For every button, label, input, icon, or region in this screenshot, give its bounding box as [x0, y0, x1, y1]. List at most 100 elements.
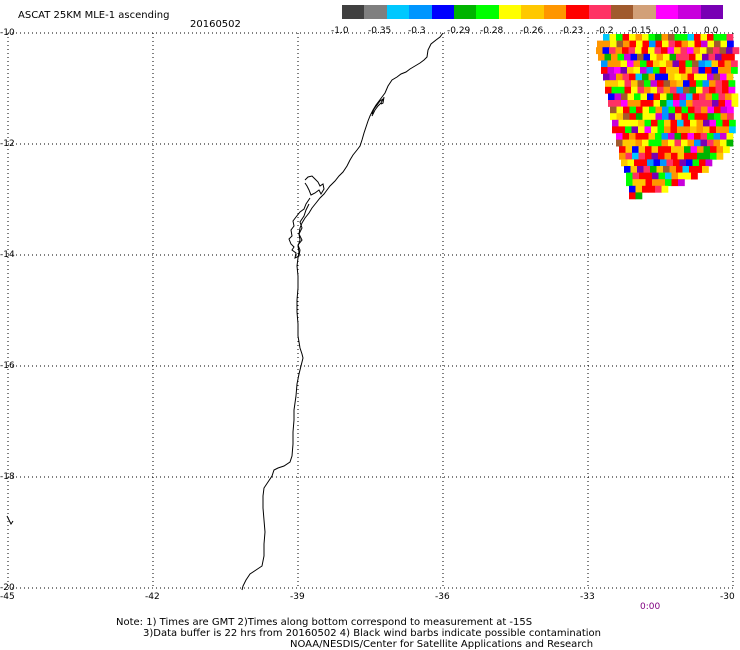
wind-data-cell	[648, 73, 656, 81]
wind-data-cell	[722, 86, 729, 94]
wind-data-cell	[605, 80, 612, 88]
wind-data-cell	[603, 34, 610, 41]
wind-data-cell	[724, 67, 732, 74]
wind-data-cell	[692, 67, 699, 74]
wind-data-cell	[701, 40, 708, 48]
wind-data-cell	[690, 152, 698, 160]
x-tick-label: -45	[0, 592, 15, 602]
wind-data-cell	[720, 133, 727, 140]
wind-data-cell	[646, 67, 654, 74]
wind-data-cell	[604, 53, 612, 61]
wind-data-cell	[722, 126, 730, 134]
wind-data-cell	[614, 93, 622, 101]
wind-data-cell	[677, 152, 685, 160]
wind-data-cell	[661, 34, 669, 41]
wind-data-cell	[642, 133, 649, 140]
wind-data-cell	[715, 53, 722, 61]
wind-data-cell	[705, 60, 712, 68]
wind-data-cell	[620, 67, 628, 74]
wind-data-cell	[628, 47, 636, 55]
wind-data-cell	[636, 40, 643, 48]
wind-data-cell	[720, 139, 727, 147]
wind-data-cell	[674, 73, 682, 81]
wind-data-cell	[634, 159, 641, 167]
wind-data-cell	[696, 80, 703, 88]
wind-data-cell	[598, 53, 605, 61]
wind-data-cell	[695, 166, 703, 173]
wind-data-cell	[688, 106, 695, 114]
wind-data-cell	[651, 119, 658, 127]
wind-data-cell	[679, 60, 686, 68]
wind-data-cell	[642, 40, 650, 48]
wind-data-cell	[700, 139, 708, 147]
wind-data-cell	[631, 86, 638, 94]
wind-data-cell	[645, 152, 652, 160]
wind-data-cell	[677, 146, 685, 154]
wind-data-cell	[693, 47, 701, 55]
wind-data-cell	[635, 47, 642, 55]
wind-data-cell	[657, 126, 665, 134]
wind-data-cell	[611, 86, 619, 94]
wind-data-cell	[664, 146, 672, 154]
wind-data-cell	[692, 93, 700, 101]
wind-data-cell	[639, 172, 646, 180]
wind-data-cell	[655, 139, 662, 147]
wind-data-cell	[669, 166, 677, 173]
wind-data-cell	[669, 53, 677, 61]
wind-data-cell	[687, 139, 695, 147]
wind-data-cell	[658, 146, 665, 154]
wind-data-cell	[616, 113, 624, 121]
wind-data-cell	[728, 53, 735, 61]
color-scale-label: 0.0	[704, 26, 719, 36]
y-tick-label: -18	[0, 472, 15, 482]
wind-data-cell	[632, 146, 639, 154]
wind-data-cell	[696, 126, 704, 134]
wind-data-cell	[621, 159, 628, 167]
wind-data-cell	[694, 34, 701, 41]
wind-data-cell	[727, 113, 734, 121]
wind-data-cell	[688, 113, 695, 121]
wind-data-cell	[676, 80, 684, 88]
wind-data-cell	[635, 73, 643, 81]
wind-data-cell	[612, 126, 619, 134]
wind-data-cell	[644, 119, 652, 127]
wind-data-cell	[659, 60, 667, 68]
wind-data-cell	[627, 60, 634, 68]
wind-data-cell	[601, 60, 608, 68]
wind-data-cell	[618, 126, 626, 134]
wind-data-cell	[651, 152, 659, 160]
wind-data-cell	[678, 179, 685, 187]
wind-data-cell	[644, 126, 652, 134]
wind-data-cell	[656, 53, 664, 61]
wind-data-cell	[635, 192, 643, 200]
wind-data-cell	[638, 119, 645, 127]
wind-data-cell	[610, 40, 617, 48]
wind-data-cell	[670, 86, 677, 94]
color-scale-swatch	[364, 5, 388, 19]
wind-data-cell	[637, 166, 644, 173]
wind-data-cell	[601, 67, 608, 74]
wind-data-cell	[713, 73, 721, 81]
color-scale-swatch	[678, 5, 702, 19]
wind-data-cell	[622, 133, 630, 140]
wind-data-cell	[614, 67, 621, 74]
wind-data-cell	[698, 60, 706, 68]
wind-data-cell	[643, 53, 651, 61]
wind-data-cell	[609, 73, 617, 81]
wind-data-cell	[703, 146, 711, 154]
footer-credit: NOAA/NESDIS/Center for Satellite Applica…	[290, 639, 594, 650]
wind-data-cell	[638, 146, 646, 154]
wind-data-cell	[629, 113, 637, 121]
color-scale-swatch	[342, 5, 365, 19]
wind-data-cell	[703, 126, 710, 134]
wind-data-cell	[674, 133, 682, 140]
wind-data-cell	[702, 80, 710, 88]
wind-data-cell	[646, 60, 654, 68]
coastline-islands	[6, 96, 385, 525]
wind-data-cell	[636, 113, 643, 121]
wind-data-cell	[718, 93, 726, 101]
wind-data-cell	[711, 60, 719, 68]
wind-data-cell	[664, 152, 672, 160]
wind-data-cell	[649, 40, 656, 48]
wind-data-cell	[666, 60, 673, 68]
